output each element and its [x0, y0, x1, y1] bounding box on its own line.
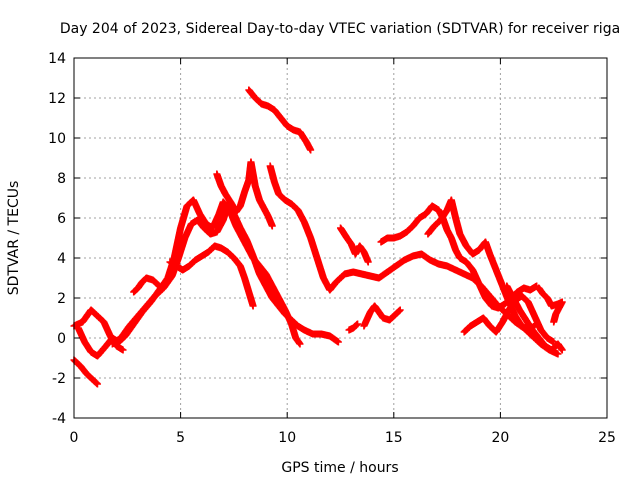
y-tick-label: 14 [48, 51, 66, 67]
y-tick-label: -2 [52, 371, 66, 387]
data-point [396, 306, 404, 314]
series-track-5 [130, 274, 163, 296]
series-track-7 [213, 158, 276, 230]
chart-title: Day 204 of 2023, Sidereal Day-to-day VTE… [60, 21, 620, 37]
axis-ticks: 0 5 10 15 20 25 -4 -2 0 2 4 6 8 10 12 14 [48, 51, 616, 446]
plot-frame [73, 57, 608, 419]
x-tick-label: 25 [598, 430, 616, 446]
data-point [249, 302, 257, 310]
x-tick-label: 5 [176, 430, 185, 446]
data-point [354, 320, 362, 328]
series-track-16 [503, 282, 566, 354]
data-point [334, 338, 342, 346]
y-tick-label: 4 [57, 251, 66, 267]
series-track-13 [360, 302, 404, 330]
data-point [558, 346, 566, 354]
y-axis-label: SDTVAR / TECUs [6, 181, 22, 296]
y-tick-label: 2 [57, 291, 66, 307]
y-tick-label: 6 [57, 211, 66, 227]
data-point [364, 258, 372, 266]
series-track-8 [245, 86, 315, 154]
y-tick-label: 8 [57, 171, 66, 187]
series-track-11 [377, 202, 541, 312]
series-track-12 [424, 196, 539, 334]
data-point [307, 146, 315, 154]
y-tick-label: -4 [52, 411, 66, 427]
x-axis-label: GPS time / hours [281, 460, 398, 476]
y-tick-label: 12 [48, 91, 66, 107]
x-tick-label: 15 [385, 430, 403, 446]
data-point [554, 350, 562, 358]
data-point [268, 222, 276, 230]
data-point [155, 282, 163, 290]
grid [74, 58, 607, 418]
data-points [70, 86, 566, 388]
y-tick-label: 0 [57, 331, 66, 347]
data-point [550, 318, 558, 326]
x-tick-label: 0 [70, 430, 79, 446]
data-point [119, 346, 127, 354]
series-track-1 [70, 356, 101, 388]
data-point [296, 340, 304, 348]
series-track-14 [345, 320, 362, 334]
data-point [93, 380, 101, 388]
series-track-10 [337, 224, 372, 266]
x-tick-label: 10 [278, 430, 296, 446]
series-track-17 [535, 284, 566, 326]
x-tick-label: 20 [491, 430, 509, 446]
series-track-9 [266, 162, 562, 358]
series-track-6 [166, 242, 257, 310]
y-tick-label: 10 [48, 131, 66, 147]
series-track-4 [108, 202, 342, 348]
